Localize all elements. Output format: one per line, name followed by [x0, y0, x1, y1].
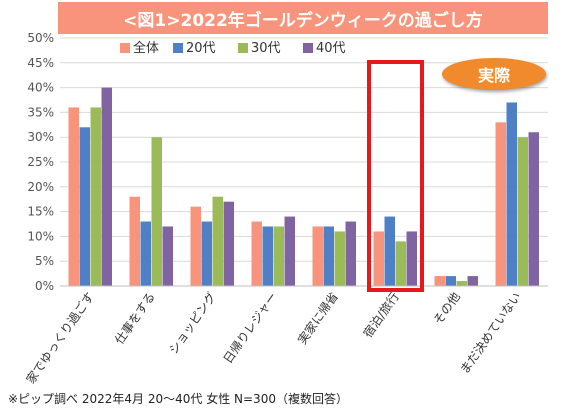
x-tick-label: 仕事をする — [112, 290, 158, 347]
x-tick-label: 日帰りレジャー — [221, 290, 280, 366]
bar — [334, 231, 345, 286]
bar — [506, 102, 517, 286]
bar — [262, 226, 273, 286]
legend-swatch — [303, 43, 313, 53]
highlight-box — [367, 60, 424, 292]
bar — [223, 201, 234, 286]
bar — [284, 216, 295, 286]
legend-swatch — [238, 43, 248, 53]
bar — [190, 206, 201, 286]
legend-label: 20代 — [186, 41, 216, 56]
bar — [129, 196, 140, 286]
callout-bubble: 実際 — [442, 58, 546, 90]
y-tick-label: 0% — [35, 279, 54, 293]
bar — [201, 221, 212, 286]
bar — [212, 196, 223, 286]
bar — [384, 216, 395, 286]
y-tick-label: 15% — [27, 205, 54, 219]
y-tick-label: 10% — [27, 229, 54, 243]
bar — [323, 226, 334, 286]
bar — [312, 226, 323, 286]
bar — [68, 107, 79, 286]
bar — [434, 276, 445, 286]
y-tick-label: 40% — [27, 81, 54, 95]
bar — [140, 221, 151, 286]
bar — [456, 281, 467, 286]
bar — [467, 276, 478, 286]
y-tick-label: 50% — [27, 31, 54, 45]
y-tick-label: 35% — [27, 105, 54, 119]
bar — [151, 137, 162, 286]
bar — [517, 137, 528, 286]
x-tick-label: 宿泊/旅行 — [360, 289, 402, 340]
bar — [528, 132, 539, 286]
y-tick-label: 25% — [27, 155, 54, 169]
bar — [162, 226, 173, 286]
bar — [445, 276, 456, 286]
y-tick-label: 20% — [27, 180, 54, 194]
bar — [273, 226, 284, 286]
x-tick-label: ショッピング — [166, 290, 219, 357]
bar — [345, 221, 356, 286]
legend-swatch — [173, 43, 183, 53]
y-tick-label: 45% — [27, 56, 54, 70]
bar — [495, 122, 506, 286]
bar — [90, 107, 101, 286]
x-tick-label: まだ決めていない — [457, 290, 524, 377]
footnote: ※ピップ調べ 2022年4月 20〜40代 女性 N=300（複数回答） — [8, 392, 348, 406]
bar — [251, 221, 262, 286]
legend-label: 40代 — [316, 41, 346, 56]
bar — [373, 231, 384, 286]
y-tick-label: 30% — [27, 130, 54, 144]
x-tick-label: 実家に帰省 — [294, 289, 341, 347]
bar — [79, 127, 90, 286]
bar — [101, 87, 112, 286]
x-tick-label: その他 — [431, 290, 463, 328]
legend-label: 全体 — [133, 40, 159, 56]
legend-swatch — [120, 43, 130, 53]
x-tick-label: 家でゆっくり過ごす — [23, 289, 97, 386]
chart-title: <図1>2022年ゴールデンウィークの過ごし方 — [58, 2, 548, 34]
y-tick-label: 5% — [35, 254, 54, 268]
legend-label: 30代 — [251, 41, 281, 56]
bar — [395, 241, 406, 286]
bar — [406, 231, 417, 286]
